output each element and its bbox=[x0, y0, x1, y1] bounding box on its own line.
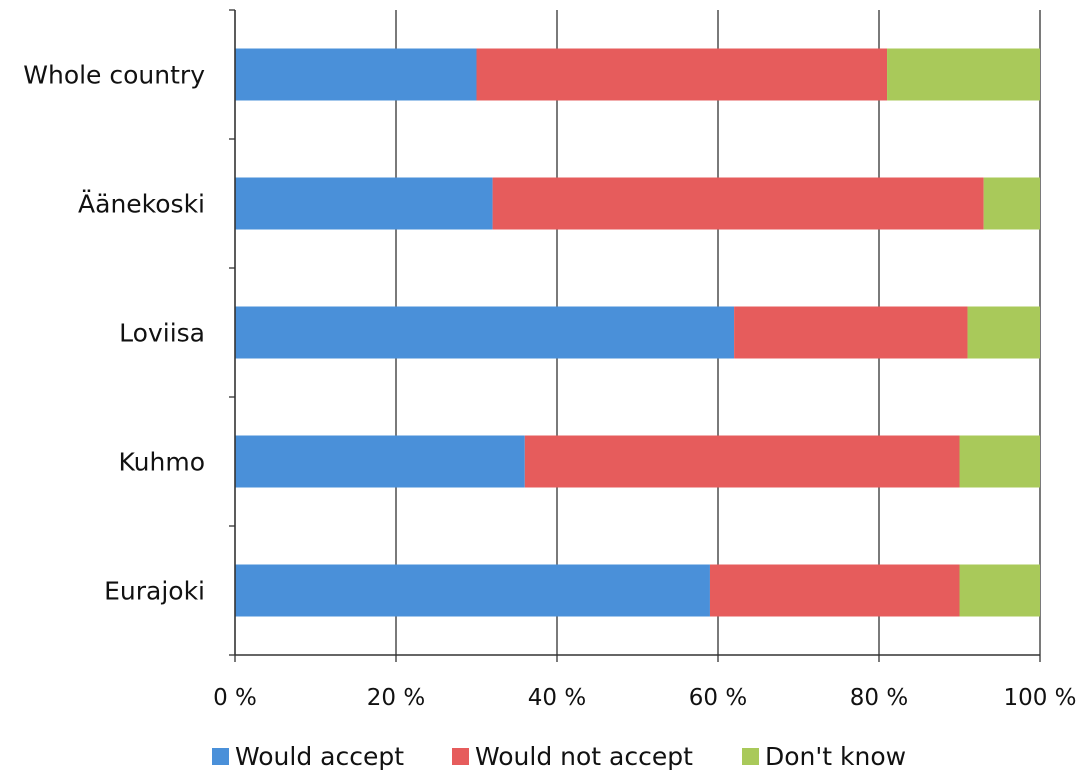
legend-swatch-would-not-accept bbox=[452, 748, 469, 765]
bar-whole-country-would-accept bbox=[235, 48, 477, 101]
x-tick-label-0: 0 % bbox=[213, 685, 257, 711]
bar-kuhmo-don-t-know bbox=[959, 435, 1040, 488]
category-label-aanekoski: Äänekoski bbox=[78, 190, 205, 219]
legend-label-would-accept: Would accept bbox=[235, 742, 404, 771]
category-label-whole-country: Whole country bbox=[23, 61, 205, 90]
x-tick-label-20: 20 % bbox=[367, 685, 425, 711]
category-label-loviisa: Loviisa bbox=[119, 319, 205, 348]
x-tick-label-40: 40 % bbox=[528, 685, 586, 711]
legend-swatch-would-accept bbox=[212, 748, 229, 765]
bar-aanekoski-would-accept bbox=[235, 177, 493, 230]
bar-whole-country-would-not-accept bbox=[476, 48, 888, 101]
legend: Would accept Would not accept Don't know bbox=[212, 742, 906, 771]
bar-whole-country-don-t-know bbox=[887, 48, 1040, 101]
x-tick-label-100: 100 % bbox=[1003, 685, 1076, 711]
x-tick-label-60: 60 % bbox=[689, 685, 747, 711]
bar-loviisa-would-accept bbox=[235, 306, 735, 359]
legend-label-don-t-know: Don't know bbox=[765, 742, 906, 771]
bar-kuhmo-would-accept bbox=[235, 435, 525, 488]
category-label-kuhmo: Kuhmo bbox=[119, 448, 206, 477]
x-tick-labels: 0 % 20 % 40 % 60 % 80 % 100 % bbox=[213, 685, 1076, 711]
bar-aanekoski-would-not-accept bbox=[492, 177, 984, 230]
category-labels: Whole country Äänekoski Loviisa Kuhmo Eurajo… bbox=[23, 61, 205, 606]
bar-eurajoki-would-not-accept bbox=[709, 564, 960, 617]
legend-label-would-not-accept: Would not accept bbox=[475, 742, 693, 771]
bar-loviisa-don-t-know bbox=[967, 306, 1040, 359]
axes bbox=[229, 9, 1041, 662]
bar-kuhmo-would-not-accept bbox=[524, 435, 960, 488]
category-label-eurajoki: Eurajoki bbox=[104, 577, 205, 606]
bar-aanekoski-don-t-know bbox=[983, 177, 1040, 230]
bar-eurajoki-don-t-know bbox=[959, 564, 1040, 617]
bar-eurajoki-would-accept bbox=[235, 564, 710, 617]
legend-swatch-don-t-know bbox=[742, 748, 759, 765]
bars bbox=[235, 48, 1040, 617]
bar-loviisa-would-not-accept bbox=[734, 306, 968, 359]
x-tick-label-80: 80 % bbox=[850, 685, 908, 711]
